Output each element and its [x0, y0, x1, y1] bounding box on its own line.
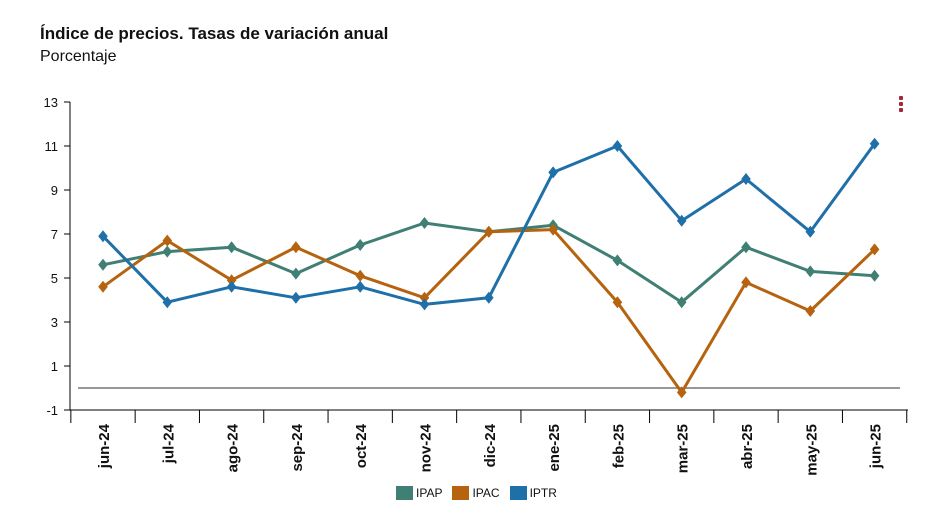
legend-swatch	[509, 486, 527, 500]
data-point-iptr	[355, 280, 365, 293]
legend-item-iptr[interactable]: IPTR	[509, 486, 557, 500]
data-point-ipac	[548, 223, 558, 236]
x-tick-label: oct-24	[353, 423, 370, 468]
data-point-iptr	[419, 298, 430, 311]
data-point-ipap	[869, 269, 880, 282]
legend-label: IPAC	[472, 486, 500, 500]
data-point-ipac	[226, 274, 237, 287]
y-tick-label: 13	[44, 95, 58, 110]
x-tick-label: feb-25	[610, 424, 627, 468]
more-vertical-icon[interactable]	[896, 96, 906, 116]
chart-title: Índice de precios. Tasas de variación an…	[40, 24, 389, 43]
data-point-ipac	[98, 280, 108, 293]
y-tick-label: 11	[45, 139, 59, 154]
x-tick-label: dic-24	[482, 423, 499, 467]
data-point-iptr	[484, 291, 494, 304]
y-tick-label: 5	[51, 271, 58, 286]
data-point-iptr	[612, 140, 623, 152]
data-point-ipap	[162, 245, 173, 258]
x-tick-label: jun-25	[868, 424, 885, 469]
x-tick-label: jul-24	[160, 423, 177, 464]
y-tick-label: 7	[51, 227, 58, 242]
series-line-iptr	[101, 142, 876, 306]
data-point-iptr	[291, 291, 301, 304]
chart-subtitle: Porcentaje	[40, 48, 117, 65]
y-tick-label: -1	[46, 403, 58, 418]
legend-item-ipac[interactable]: IPAC	[452, 486, 500, 500]
data-point-ipac	[484, 225, 494, 238]
x-tick-label: nov-24	[418, 423, 435, 472]
data-point-ipac	[741, 276, 751, 289]
data-point-ipac	[355, 269, 365, 282]
data-point-iptr	[226, 280, 237, 293]
data-point-ipap	[419, 217, 430, 229]
data-point-ipac	[676, 386, 687, 399]
x-tick-label: mar-25	[675, 424, 692, 473]
data-point-ipap	[741, 241, 751, 254]
data-point-ipac	[805, 305, 816, 317]
legend-label: IPAP	[416, 486, 443, 500]
data-point-iptr	[98, 230, 108, 243]
data-point-ipap	[98, 258, 108, 271]
y-tick-label: 3	[51, 315, 58, 330]
y-tick-label: 1	[51, 359, 58, 374]
x-tick-label: sep-24	[289, 423, 306, 471]
data-point-ipap	[612, 254, 623, 267]
data-point-ipap	[676, 296, 687, 309]
series-line-ipac	[102, 228, 876, 394]
data-point-iptr	[548, 166, 558, 179]
data-point-iptr	[805, 225, 816, 238]
x-tick-label: ene-25	[546, 424, 563, 472]
data-point-ipap	[355, 239, 365, 251]
data-point-ipac	[162, 234, 173, 247]
data-point-iptr	[162, 296, 173, 309]
data-point-ipac	[869, 243, 880, 256]
legend-swatch	[396, 486, 413, 500]
x-tick-label: ago-24	[225, 423, 242, 472]
data-point-iptr	[869, 137, 880, 150]
legend-item-ipap[interactable]: IPAP	[396, 486, 442, 500]
data-point-ipac	[612, 296, 623, 309]
y-tick-label: 9	[51, 183, 58, 198]
legend-swatch	[452, 486, 470, 500]
x-tick-label: abr-25	[739, 424, 756, 469]
legend-label: IPTR	[529, 486, 557, 500]
data-point-iptr	[741, 173, 751, 185]
data-point-ipac	[419, 291, 430, 304]
data-point-ipap	[805, 265, 816, 278]
data-point-ipac	[291, 241, 301, 254]
x-tick-label: may-25	[803, 424, 820, 476]
data-point-ipap	[291, 267, 301, 280]
x-tick-label: jun-24	[96, 423, 113, 469]
chart-legend: IPAP IPAC IPTR	[396, 486, 557, 500]
data-point-ipap	[226, 241, 237, 254]
data-point-iptr	[676, 214, 687, 227]
